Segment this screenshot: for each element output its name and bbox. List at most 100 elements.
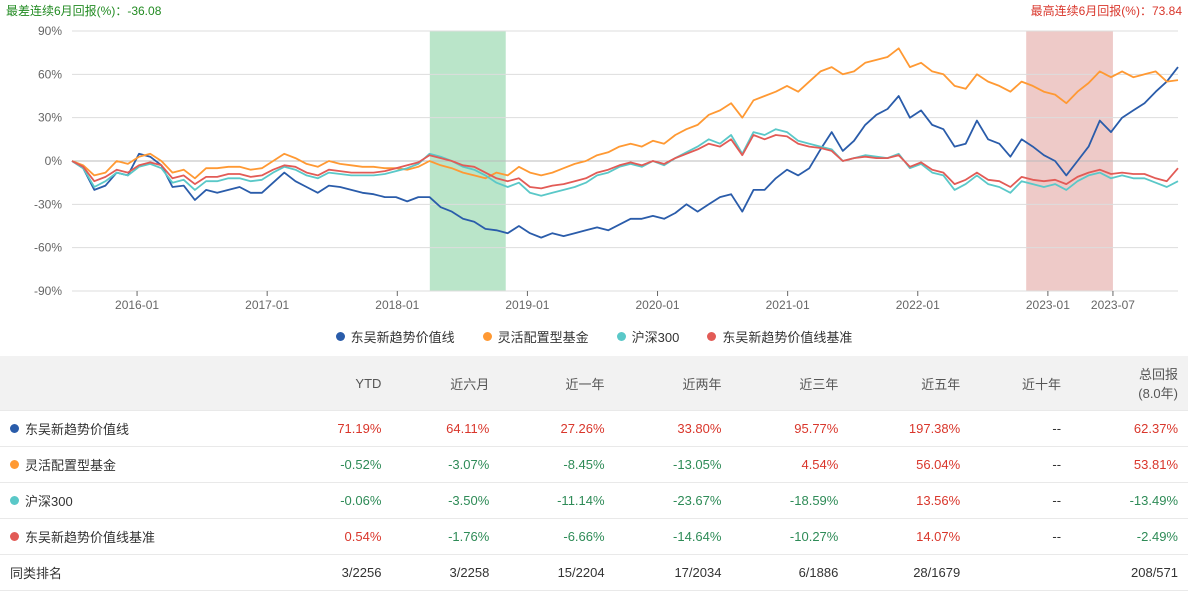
performance-table: YTD近六月近一年近两年近三年近五年近十年总回报(8.0年) 东吴新趋势价值线 7… [0, 356, 1188, 591]
table-cell: -11.14% [499, 483, 614, 519]
performance-chart: -90% -60% -30% 0% 30% 60% 90% 2016-01 2017-01 201… [0, 21, 1188, 321]
svg-text:-90%: -90% [34, 284, 62, 298]
table-header-cell [0, 356, 282, 411]
row-label-cell: 沪深300 [0, 483, 282, 519]
svg-text:90%: 90% [38, 24, 62, 38]
row-dot-icon [10, 532, 19, 541]
svg-text:2022-01: 2022-01 [896, 298, 940, 312]
table-cell: 95.77% [731, 411, 848, 447]
chart-canvas: -90% -60% -30% 0% 30% 60% 90% 2016-01 2017-01 201… [0, 21, 1188, 321]
row-label-cell: 东吴新趋势价值线基准 [0, 519, 282, 555]
legend-item[interactable]: 东吴新趋势价值线 [336, 327, 455, 346]
legend-label: 东吴新趋势价值线 [351, 327, 455, 346]
table-cell: -0.52% [282, 447, 392, 483]
row-label-cell: 灵活配置型基金 [0, 447, 282, 483]
table-row: 沪深300 -0.06%-3.50%-11.14%-23.67%-18.59%13… [0, 483, 1188, 519]
table-header-cell: YTD [282, 356, 392, 411]
table-cell: -6.66% [499, 519, 614, 555]
table-cell: 13.56% [848, 483, 970, 519]
table-row: 同类排名3/22563/225815/220417/20346/188628/1… [0, 555, 1188, 591]
svg-text:2023-07: 2023-07 [1091, 298, 1135, 312]
row-dot-icon [10, 496, 19, 505]
table-cell: 71.19% [282, 411, 392, 447]
table-cell: 62.37% [1071, 411, 1188, 447]
table-header-cell: 近两年 [615, 356, 732, 411]
table-cell: 64.11% [391, 411, 499, 447]
legend-item[interactable]: 沪深300 [617, 327, 680, 346]
table-header-cell: 近六月 [391, 356, 499, 411]
svg-text:2018-01: 2018-01 [375, 298, 419, 312]
legend-dot-icon [707, 332, 716, 341]
table-cell: 197.38% [848, 411, 970, 447]
table-cell: -3.50% [391, 483, 499, 519]
table-cell: -10.27% [731, 519, 848, 555]
row-label: 沪深300 [25, 491, 73, 510]
table-cell: 15/2204 [499, 555, 614, 591]
table-cell: 0.54% [282, 519, 392, 555]
table-cell: 28/1679 [848, 555, 970, 591]
svg-text:2023-01: 2023-01 [1026, 298, 1070, 312]
table-body: 东吴新趋势价值线 71.19%64.11%27.26%33.80%95.77%19… [0, 411, 1188, 591]
row-dot-icon [10, 460, 19, 469]
table-cell: 208/571 [1071, 555, 1188, 591]
table-cell: -14.64% [615, 519, 732, 555]
table-cell: 3/2258 [391, 555, 499, 591]
top-labels: 最差连续6月回报(%)：-36.08 最高连续6月回报(%)：73.84 [0, 0, 1188, 21]
table-header-cell: 总回报(8.0年) [1071, 356, 1188, 411]
legend-label: 沪深300 [632, 327, 680, 346]
row-label: 东吴新趋势价值线 [25, 419, 129, 438]
svg-text:2020-01: 2020-01 [636, 298, 680, 312]
row-label: 灵活配置型基金 [25, 455, 116, 474]
svg-text:-30%: -30% [34, 197, 62, 211]
table-cell: 6/1886 [731, 555, 848, 591]
table-cell: 56.04% [848, 447, 970, 483]
worst-6m-return: 最差连续6月回报(%)：-36.08 [6, 2, 161, 19]
table-cell: -18.59% [731, 483, 848, 519]
table-cell: -3.07% [391, 447, 499, 483]
legend-item[interactable]: 灵活配置型基金 [483, 327, 589, 346]
table-cell: -- [970, 519, 1071, 555]
table-cell: 14.07% [848, 519, 970, 555]
table-cell: 27.26% [499, 411, 614, 447]
table-cell: -- [970, 447, 1071, 483]
chart-legend: 东吴新趋势价值线 灵活配置型基金 沪深300 东吴新趋势价值线基准 [0, 321, 1188, 356]
legend-item[interactable]: 东吴新趋势价值线基准 [707, 327, 852, 346]
row-label: 东吴新趋势价值线基准 [25, 527, 155, 546]
svg-text:60%: 60% [38, 67, 62, 81]
svg-text:30%: 30% [38, 111, 62, 125]
svg-text:-60%: -60% [34, 241, 62, 255]
table-row: 东吴新趋势价值线 71.19%64.11%27.26%33.80%95.77%19… [0, 411, 1188, 447]
legend-label: 灵活配置型基金 [498, 327, 589, 346]
legend-dot-icon [617, 332, 626, 341]
table-cell: -0.06% [282, 483, 392, 519]
svg-text:2016-01: 2016-01 [115, 298, 159, 312]
best-6m-return: 最高连续6月回报(%)：73.84 [1031, 2, 1182, 19]
table-cell: -1.76% [391, 519, 499, 555]
table-header-row: YTD近六月近一年近两年近三年近五年近十年总回报(8.0年) [0, 356, 1188, 411]
row-label-cell: 同类排名 [0, 555, 282, 591]
table-header-cell: 近五年 [848, 356, 970, 411]
svg-text:0%: 0% [45, 154, 63, 168]
legend-dot-icon [336, 332, 345, 341]
table-cell: -8.45% [499, 447, 614, 483]
svg-text:2021-01: 2021-01 [766, 298, 810, 312]
table-cell: 33.80% [615, 411, 732, 447]
legend-label: 东吴新趋势价值线基准 [722, 327, 852, 346]
table-row: 东吴新趋势价值线基准 0.54%-1.76%-6.66%-14.64%-10.27… [0, 519, 1188, 555]
table-cell: -13.49% [1071, 483, 1188, 519]
table-cell: -2.49% [1071, 519, 1188, 555]
table-cell: 3/2256 [282, 555, 392, 591]
table-cell: -13.05% [615, 447, 732, 483]
table-cell: -23.67% [615, 483, 732, 519]
table-cell: -- [970, 411, 1071, 447]
legend-dot-icon [483, 332, 492, 341]
svg-text:2017-01: 2017-01 [245, 298, 289, 312]
table-header-cell: 近三年 [731, 356, 848, 411]
row-dot-icon [10, 424, 19, 433]
table-cell: -- [970, 483, 1071, 519]
table-row: 灵活配置型基金 -0.52%-3.07%-8.45%-13.05%4.54%56.… [0, 447, 1188, 483]
row-label-cell: 东吴新趋势价值线 [0, 411, 282, 447]
table-cell: 17/2034 [615, 555, 732, 591]
svg-text:2019-01: 2019-01 [505, 298, 549, 312]
table-cell: 4.54% [731, 447, 848, 483]
